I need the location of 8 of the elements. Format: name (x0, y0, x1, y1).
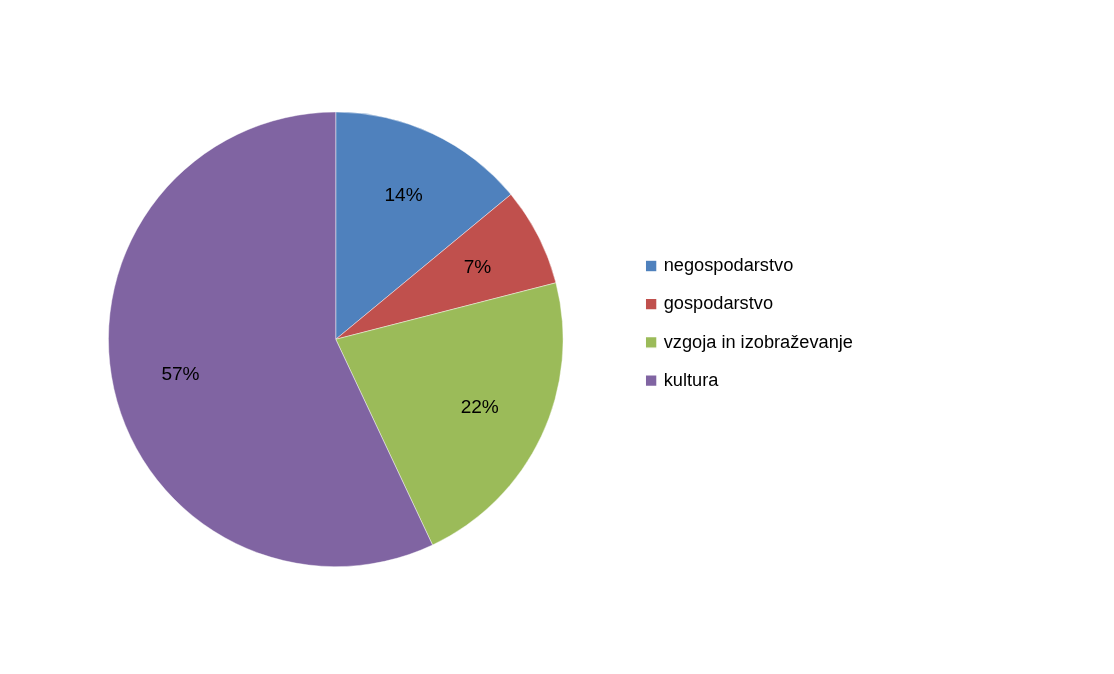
legend-label: vzgoja in izobraževanje (663, 331, 853, 352)
legend-label: negospodarstvo (663, 255, 794, 276)
legend-label: gospodarstvo (663, 293, 774, 314)
data-label: 57% (161, 363, 200, 385)
legend-label: kultura (663, 369, 720, 390)
data-label: 14% (384, 184, 423, 206)
data-label: 7% (463, 256, 492, 278)
data-label: 22% (460, 396, 499, 418)
